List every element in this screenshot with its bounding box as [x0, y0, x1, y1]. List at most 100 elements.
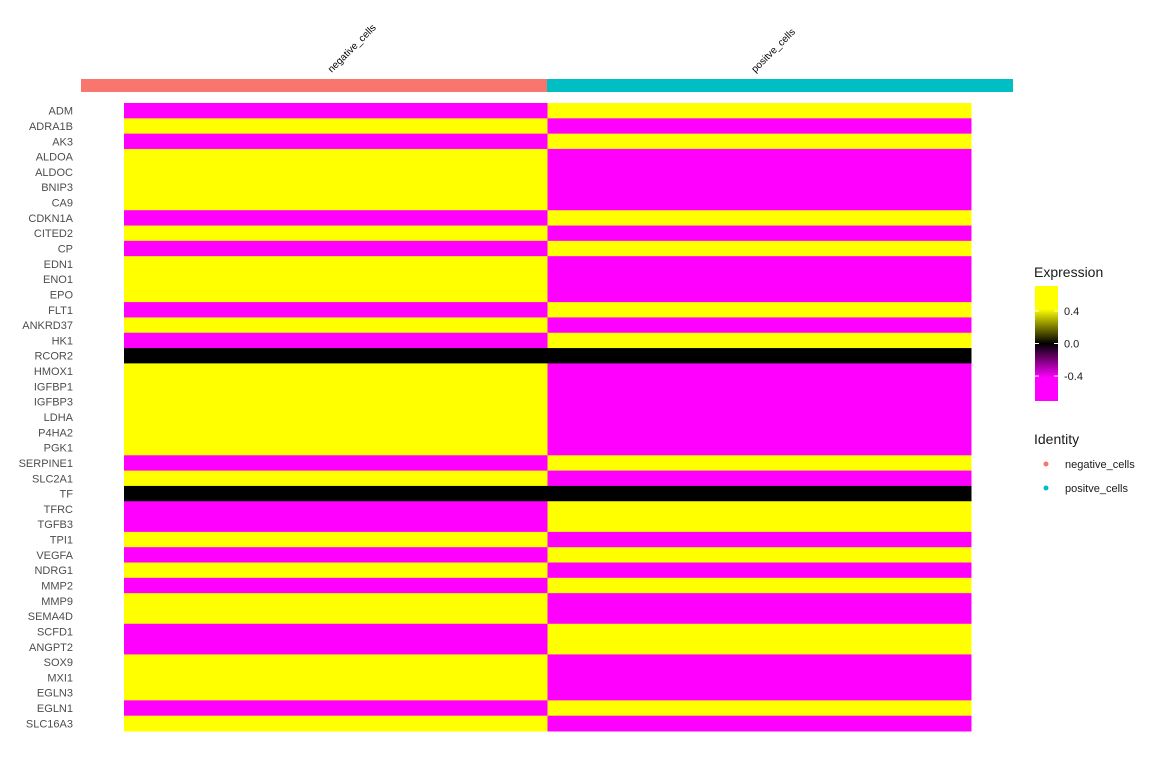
gene-label: ALDOA [36, 152, 74, 164]
legend-tick-label: 0.0 [1064, 339, 1079, 351]
heatmap-cell [124, 654, 548, 671]
gene-label: AK3 [52, 136, 73, 148]
gene-label: IGFBP1 [34, 381, 73, 393]
gene-label: SCFD1 [37, 626, 73, 638]
gene-label: FLT1 [48, 305, 73, 317]
group-annotation-bar [81, 79, 1013, 92]
identity-legend: Identity negative_cells positve_cells [1034, 431, 1135, 495]
identity-legend-items: negative_cells positve_cells [1043, 459, 1135, 495]
heatmap-cell [547, 577, 972, 594]
gene-label: NDRG1 [34, 565, 73, 577]
heatmap-cell [547, 164, 972, 181]
heatmap-cell [124, 317, 548, 334]
gene-label: TGFB3 [38, 519, 73, 531]
gene-label: HMOX1 [34, 366, 73, 378]
heatmap-cell [547, 685, 972, 701]
heatmap-cell [124, 271, 548, 288]
group-labels: negative_cells positve_cells [326, 23, 798, 76]
gene-label: MMP2 [41, 580, 73, 592]
gene-label: SOX9 [44, 657, 73, 669]
heatmap-cell [124, 240, 548, 257]
heatmap-cell [547, 639, 972, 655]
gene-label: ANKRD37 [22, 320, 73, 332]
gene-label: CP [58, 244, 73, 256]
heatmap-cell [547, 225, 972, 242]
heatmap-cell [547, 516, 972, 533]
heatmap-cell [124, 424, 548, 441]
heatmap-cell [547, 485, 972, 502]
heatmap-cell [547, 179, 972, 196]
heatmap-cell [124, 455, 548, 472]
group-bar-positve_cells [547, 79, 1013, 92]
expression-colorbar [1035, 286, 1058, 401]
heatmap-cell [547, 271, 972, 288]
heatmap-cell [547, 593, 972, 609]
identity-legend-dot [1043, 461, 1049, 467]
identity-legend-label: negative_cells [1065, 459, 1135, 471]
heatmap-cell [124, 118, 548, 135]
gene-label: MXI1 [47, 672, 73, 684]
heatmap-cell [547, 317, 972, 334]
expression-legend-title: Expression [1034, 264, 1103, 280]
heatmap-cell [547, 501, 972, 518]
gene-label: HK1 [52, 335, 73, 347]
heatmap-cell [547, 210, 972, 227]
heatmap-cell [124, 608, 548, 625]
heatmap-cell [547, 608, 972, 625]
heatmap-cell [124, 133, 548, 150]
heatmap-cell [124, 593, 548, 609]
heatmap-cell [124, 194, 548, 211]
heatmap-cell [124, 623, 548, 640]
heatmap-cell [547, 148, 972, 165]
heatmap-cell [547, 240, 972, 257]
heatmap-cell [124, 256, 548, 272]
heatmap-cell [124, 577, 548, 594]
heatmap-cell [547, 286, 972, 303]
heatmap-cell [124, 225, 548, 242]
legend-tick-label: 0.4 [1064, 306, 1079, 318]
heatmap-cell [547, 424, 972, 441]
heatmap-cell [124, 286, 548, 303]
heatmap-cell [547, 654, 972, 671]
heatmap-cell [547, 700, 972, 717]
gene-label: SLC16A3 [26, 718, 73, 730]
heatmap-cell [124, 332, 548, 349]
heatmap-cell [124, 547, 548, 564]
heatmap-cell [547, 394, 972, 410]
gene-label: SLC2A1 [32, 473, 73, 485]
legend-tick-label: -0.4 [1064, 371, 1083, 383]
heatmap-cell [124, 409, 548, 426]
gene-label: EPO [50, 289, 74, 301]
heatmap-cell [124, 470, 548, 487]
heatmap-cell [547, 256, 972, 272]
heatmap-cell [124, 639, 548, 655]
gene-label: P4HA2 [38, 427, 73, 439]
heatmap-cell [547, 118, 972, 135]
heatmap-cell [124, 485, 548, 502]
heatmap-cell [547, 669, 972, 686]
heatmap-cell [124, 348, 548, 364]
heatmap-cell [124, 378, 548, 395]
gene-label: CA9 [52, 198, 73, 210]
gene-label: RCOR2 [34, 351, 73, 363]
identity-legend-title: Identity [1034, 431, 1079, 447]
heatmap-cell [547, 470, 972, 487]
heatmap-cell [547, 455, 972, 472]
gene-label: ADRA1B [29, 121, 73, 133]
heatmap-cell [124, 363, 548, 380]
gene-label: EGLN1 [37, 703, 73, 715]
gene-label: TFRC [44, 504, 73, 516]
heatmap-cell [547, 363, 972, 380]
heatmap-cell [124, 210, 548, 227]
heatmap-cell [124, 302, 548, 318]
heatmap-cell [124, 685, 548, 701]
heatmap-cell [547, 623, 972, 640]
heatmap-cell [547, 562, 972, 579]
heatmap-cell [124, 669, 548, 686]
heatmap-cell [547, 194, 972, 211]
heatmap-cell [124, 394, 548, 410]
heatmap-cell [547, 378, 972, 395]
heatmap-cell [124, 516, 548, 533]
gene-label: PGK1 [44, 443, 73, 455]
gene-label: SEMA4D [28, 611, 73, 623]
